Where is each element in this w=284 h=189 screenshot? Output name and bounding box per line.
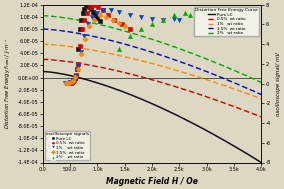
Point [87,25,91,28]
Point [76,67,80,70]
Point [161,18,165,21]
Point [177,18,181,21]
Point [68,81,73,84]
Point [66,81,70,84]
Point [69,81,74,84]
Point [139,15,143,18]
Legend: Pure LC, 0.5%  wt ratio, 1%    wt ratio, 1.5%  wt ratio, 2%    wt ratio: Pure LC, 0.5% wt ratio, 1% wt ratio, 1.5… [45,131,90,160]
Point [91,10,95,13]
Point [150,23,154,26]
Point [76,48,81,51]
Point [90,15,94,18]
Point [67,81,71,84]
Point [67,81,72,84]
Point [68,81,73,84]
X-axis label: Magnetic Field H / Oe: Magnetic Field H / Oe [106,177,198,186]
Point [67,82,71,85]
Point [80,28,84,31]
Point [73,75,77,78]
Point [67,81,71,84]
Point [95,11,99,14]
Point [128,13,132,16]
Point [78,45,82,48]
Point [92,18,96,21]
Point [101,8,105,11]
Point [82,7,87,10]
Legend: Pure LC, 0.5%  wt ratio, 1%   wt ratio, 1.5%  wt ratio, 2%   wt ratio: Pure LC, 0.5% wt ratio, 1% wt ratio, 1.5… [194,7,259,36]
Y-axis label: oscilloscope signal/ mV: oscilloscope signal/ mV [276,52,281,116]
Point [73,74,78,77]
Point [193,15,198,18]
Point [117,10,122,13]
Point [76,64,81,67]
Point [117,48,122,51]
Point [79,51,83,54]
Point [71,78,76,81]
Point [110,18,115,21]
Point [73,73,78,76]
Point [92,3,96,6]
Point [74,67,79,70]
Point [128,28,132,31]
Point [97,19,102,22]
Point [139,28,143,31]
Point [120,23,124,26]
Point [65,82,70,85]
Point [70,80,74,83]
Point [83,38,87,41]
Point [161,18,165,21]
Point [64,82,68,85]
Point [89,7,93,10]
Point [95,16,100,19]
Point [85,11,89,14]
Point [71,79,76,82]
Point [188,13,193,16]
Point [70,79,75,82]
Point [183,11,187,14]
Point [106,13,110,16]
Point [122,25,127,28]
Point [72,78,76,81]
Point [97,13,102,16]
Point [86,23,90,26]
Point [84,3,89,6]
Point [86,5,91,8]
Point [69,80,74,83]
Point [117,21,122,24]
Point [150,17,154,20]
Point [82,18,87,21]
Point [96,5,100,8]
Point [172,13,176,16]
Point [79,53,83,56]
Point [172,17,176,20]
Point [62,82,67,85]
Point [112,18,116,21]
Point [80,11,85,14]
Point [78,28,82,31]
Point [65,82,70,85]
Point [79,18,83,21]
Point [103,15,108,18]
Y-axis label: Distortion Free Energy $f_{total}$ / J·m⁻²: Distortion Free Energy $f_{total}$ / J·m… [3,38,12,129]
Point [68,81,73,84]
Point [76,62,80,65]
Point [101,8,105,11]
Point [82,35,87,38]
Point [88,5,93,8]
Point [109,8,113,11]
Point [93,13,97,16]
Point [128,35,132,38]
Point [73,76,77,79]
Point [63,82,68,85]
